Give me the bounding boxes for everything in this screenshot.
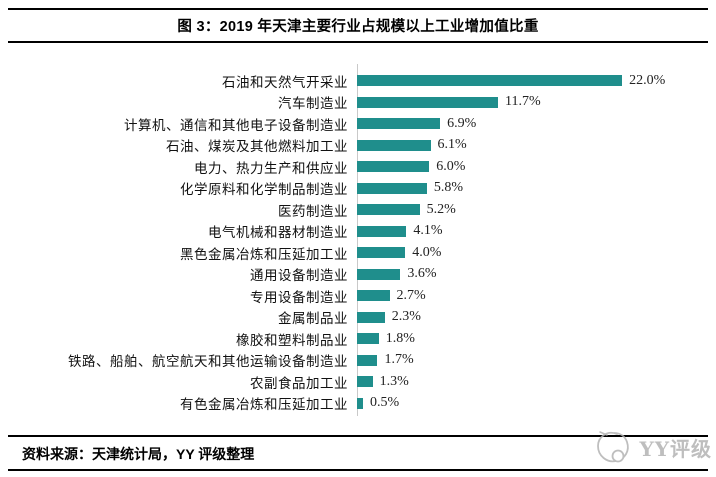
bar [357,118,441,130]
bar [357,225,407,237]
source-note: 资料来源：天津统计局，YY 评级整理 [22,446,255,462]
value-label: 4.1% [413,223,443,239]
bar-area: 1.7% [357,350,716,372]
bar-area: 1.3% [357,371,716,393]
value-label: 5.8% [433,180,464,196]
bar-area: 5.2% [357,199,716,221]
bar-area: 22.0% [357,70,716,92]
bar-area: 4.0% [357,242,716,264]
value-label: 1.7% [384,352,414,368]
y-axis-line [357,64,358,416]
bar-area: 6.1% [357,135,716,157]
category-label: 农副食品加工业 [250,375,348,392]
value-label: 4.0% [412,244,442,260]
bar-row: 有色金属冶炼和压延加工业 0.5% [0,393,716,415]
category-label: 计算机、通信和其他电子设备制造业 [124,117,348,134]
bar-row: 汽车制造业 11.7% [0,92,716,114]
value-label: 0.5% [370,395,400,411]
category-label: 金属制品业 [278,311,348,328]
bar-area: 4.1% [357,221,716,243]
category-label: 医药制造业 [278,203,348,220]
chart-title: 图 3：2019 年天津主要行业占规模以上工业增加值比重 [177,19,539,35]
category-label: 电气机械和器材制造业 [208,225,348,242]
footer-rule-top [8,435,708,437]
bar [357,247,406,259]
bar-row: 铁路、船舶、航空航天和其他运输设备制造业 1.7% [0,350,716,372]
bar-area: 6.9% [357,113,716,135]
bar [357,290,390,302]
value-label: 22.0% [629,72,666,88]
bar-row: 农副食品加工业 1.3% [0,371,716,393]
bar-chart: 石油和天然气开采业 22.0% 汽车制造业 11.7% 计算机、通信和其他电子设备制造业… [0,70,716,414]
bar-row: 通用设备制造业 3.6% [0,264,716,286]
value-label: 1.3% [379,373,409,389]
bar [357,75,623,87]
category-label: 石油和天然气开采业 [222,74,348,91]
bar-row: 电力、热力生产和供应业 6.0% [0,156,716,178]
category-label: 黑色金属冶炼和压延加工业 [180,246,348,263]
value-label: 6.9% [447,115,477,131]
bar-row: 石油、煤炭及其他燃料加工业 6.1% [0,135,716,157]
bar [357,204,420,216]
value-label: 5.2% [426,201,456,217]
yy-logo-icon [597,431,630,463]
bar [357,268,401,280]
bar [357,397,364,409]
bar-area: 6.0% [357,156,716,178]
bar-area: 2.3% [357,307,716,329]
title-rule [8,41,708,43]
bar [357,354,378,366]
category-label: 电力、热力生产和供应业 [194,160,348,177]
category-label: 汽车制造业 [278,96,348,113]
value-label: 11.7% [504,94,541,110]
bar-row: 化学原料和化学制品制造业 5.8% [0,178,716,200]
category-label: 有色金属冶炼和压延加工业 [180,397,348,414]
bar [357,311,385,323]
value-label: 3.6% [407,266,437,282]
value-label: 6.0% [436,158,466,174]
bar-row: 专用设备制造业 2.7% [0,285,716,307]
bar-area: 5.8% [357,178,716,200]
bar-area: 11.7% [357,92,716,114]
bar-row: 医药制造业 5.2% [0,199,716,221]
bar [357,161,430,173]
bar-row: 金属制品业 2.3% [0,307,716,329]
bar [357,139,431,151]
top-rule [8,8,708,10]
bar-area: 0.5% [357,393,716,415]
bar [357,96,498,108]
category-label: 石油、煤炭及其他燃料加工业 [166,139,348,156]
footer-rule-bottom [8,469,708,471]
bar-area: 3.6% [357,264,716,286]
bar-rows: 石油和天然气开采业 22.0% 汽车制造业 11.7% 计算机、通信和其他电子设备制造业… [0,70,716,414]
watermark-text: YY评级 [639,436,712,461]
value-label: 1.8% [385,330,415,346]
bar-row: 电气机械和器材制造业 4.1% [0,221,716,243]
bar-row: 石油和天然气开采业 22.0% [0,70,716,92]
category-label: 化学原料和化学制品制造业 [180,182,348,199]
bar [357,182,427,194]
value-label: 2.7% [396,287,426,303]
category-label: 专用设备制造业 [250,289,348,306]
value-label: 2.3% [391,309,421,325]
bar [357,376,373,388]
category-label: 通用设备制造业 [250,268,348,285]
category-label: 铁路、船舶、航空航天和其他运输设备制造业 [68,354,348,371]
bar-area: 1.8% [357,328,716,350]
bar [357,333,379,345]
bar-row: 黑色金属冶炼和压延加工业 4.0% [0,242,716,264]
bar-row: 计算机、通信和其他电子设备制造业 6.9% [0,113,716,135]
value-label: 6.1% [437,137,467,153]
bar-row: 橡胶和塑料制品业 1.8% [0,328,716,350]
watermark: YY评级 [593,427,712,467]
category-label: 橡胶和塑料制品业 [236,332,348,349]
bar-area: 2.7% [357,285,716,307]
